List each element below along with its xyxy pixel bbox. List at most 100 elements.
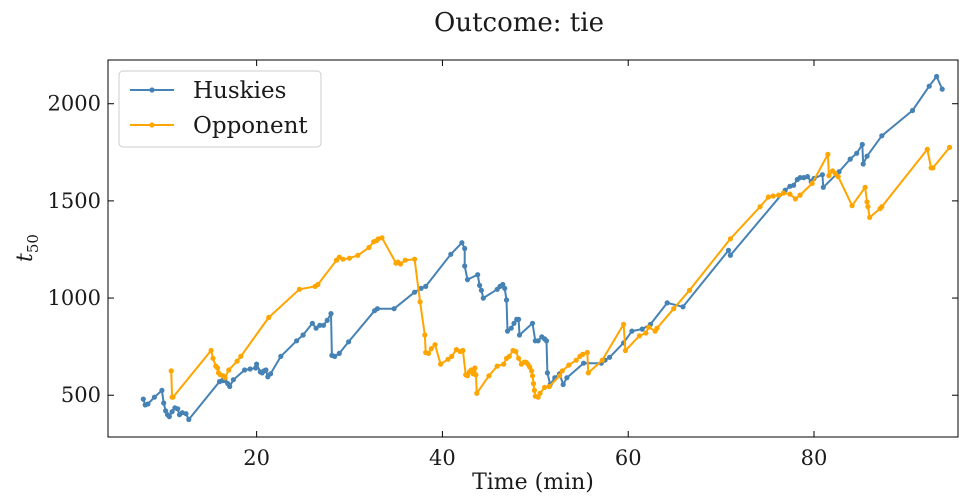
y-tick-label: 500 (61, 383, 101, 407)
data-point-huskies (263, 367, 269, 373)
data-point-opponent (864, 199, 870, 205)
data-point-opponent (599, 357, 605, 363)
data-point-huskies (607, 354, 613, 360)
data-point-huskies (175, 406, 181, 412)
series-layer (140, 73, 953, 423)
data-point-huskies (151, 394, 157, 400)
data-point-opponent (170, 394, 176, 400)
data-point-opponent (849, 203, 855, 209)
data-point-opponent (826, 173, 832, 179)
data-point-opponent (621, 321, 627, 327)
data-point-huskies (140, 396, 146, 402)
data-point-opponent (776, 192, 782, 198)
data-point-huskies (374, 306, 380, 312)
data-point-opponent (238, 353, 244, 359)
data-point-huskies (462, 245, 468, 252)
data-point-opponent (208, 347, 214, 354)
data-point-huskies (544, 370, 551, 376)
y-axis-label-base: t (13, 253, 38, 262)
y-tick-label: 2000 (48, 92, 101, 116)
x-tick-label: 40 (429, 446, 456, 470)
data-point-huskies (478, 287, 484, 293)
legend-marker-huskies (149, 87, 155, 93)
data-point-opponent (646, 324, 652, 330)
data-point-opponent (825, 151, 831, 157)
data-point-huskies (859, 141, 865, 148)
data-point-opponent (584, 349, 590, 356)
data-point-opponent (222, 375, 228, 381)
axis-ticks: 20 40 60 80 500 1000 1500 2000 (48, 60, 958, 470)
data-point-opponent (770, 193, 776, 199)
data-point-opponent (494, 363, 500, 369)
x-tick-label: 20 (243, 446, 270, 470)
data-point-opponent (417, 299, 423, 305)
data-point-huskies (247, 366, 253, 372)
data-point-huskies (879, 133, 885, 139)
data-point-huskies (477, 282, 483, 288)
data-point-opponent (366, 244, 372, 251)
data-point-opponent (757, 204, 763, 210)
data-point-huskies (639, 326, 645, 332)
data-point-opponent (428, 346, 434, 352)
data-point-opponent (542, 384, 548, 390)
legend-label-opponent: Opponent (193, 113, 308, 139)
data-point-opponent (445, 356, 451, 362)
data-point-opponent (566, 362, 572, 368)
data-point-opponent (727, 236, 734, 242)
data-point-opponent (573, 357, 579, 363)
data-point-huskies (412, 289, 418, 295)
data-point-opponent (346, 255, 353, 261)
data-point-huskies (418, 285, 424, 291)
data-point-huskies (820, 184, 826, 190)
data-point-huskies (464, 277, 471, 283)
data-point-huskies (475, 272, 481, 278)
data-point-opponent (516, 355, 522, 361)
data-point-opponent (438, 361, 444, 367)
data-point-opponent (315, 281, 321, 288)
data-point-huskies (278, 353, 284, 359)
data-point-huskies (909, 107, 916, 114)
data-point-huskies (161, 400, 167, 406)
data-point-huskies (864, 153, 870, 159)
data-point-huskies (254, 361, 260, 367)
data-point-huskies (324, 317, 330, 323)
data-point-huskies (504, 328, 511, 334)
data-point-opponent (168, 368, 174, 374)
data-point-opponent (529, 368, 535, 374)
data-point-opponent (210, 355, 216, 361)
data-point-huskies (516, 316, 522, 322)
data-point-huskies (560, 381, 566, 388)
data-point-huskies (328, 311, 334, 317)
data-point-huskies (939, 86, 945, 92)
data-point-opponent (787, 191, 793, 197)
data-point-opponent (671, 306, 677, 312)
data-point-opponent (809, 180, 815, 186)
data-point-huskies (159, 387, 165, 393)
data-point-huskies (860, 161, 866, 167)
data-point-opponent (402, 257, 408, 263)
plot-area-frame (107, 59, 959, 438)
data-point-opponent (513, 348, 519, 355)
data-point-opponent (654, 325, 660, 331)
data-point-huskies (508, 325, 514, 331)
data-point-opponent (765, 194, 772, 200)
data-point-huskies (727, 252, 734, 258)
data-point-opponent (580, 351, 586, 357)
data-point-huskies (934, 73, 940, 80)
data-point-huskies (309, 320, 315, 326)
data-point-opponent (867, 214, 873, 220)
data-point-opponent (792, 196, 799, 202)
data-point-huskies (448, 251, 454, 257)
data-point-opponent (473, 372, 479, 378)
data-point-huskies (346, 339, 352, 345)
data-point-huskies (166, 414, 172, 420)
data-point-opponent (501, 361, 507, 367)
data-point-opponent (556, 373, 563, 379)
data-point-opponent (530, 381, 537, 387)
data-point-opponent (527, 364, 533, 370)
data-point-opponent (215, 365, 221, 371)
data-point-huskies (391, 306, 397, 312)
data-point-opponent (340, 256, 346, 262)
data-point-opponent (486, 373, 492, 379)
series-line-opponent (170, 146, 951, 399)
